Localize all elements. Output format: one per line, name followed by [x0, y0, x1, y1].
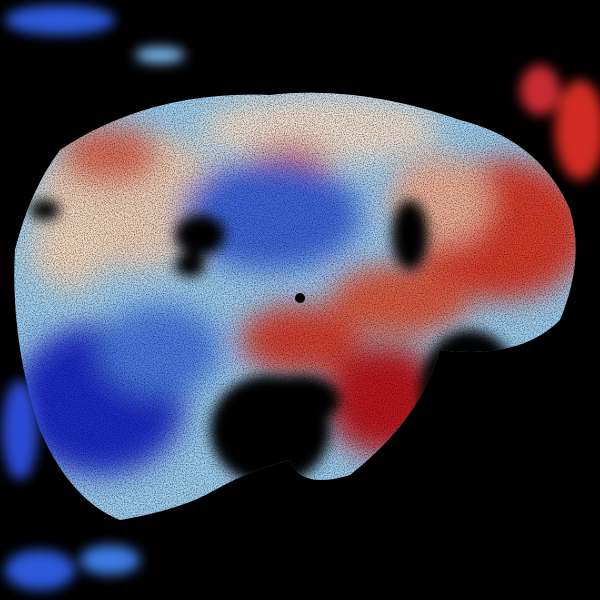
- blue-echo: [135, 47, 185, 63]
- outer-echoes: [2, 5, 600, 590]
- red-echo: [520, 65, 560, 115]
- blue-echo: [5, 550, 75, 590]
- blue-echo: [2, 380, 38, 480]
- blue-echo: [80, 545, 140, 575]
- radar-site: [295, 293, 305, 303]
- blue-echo: [5, 5, 115, 35]
- red-echo: [555, 80, 600, 180]
